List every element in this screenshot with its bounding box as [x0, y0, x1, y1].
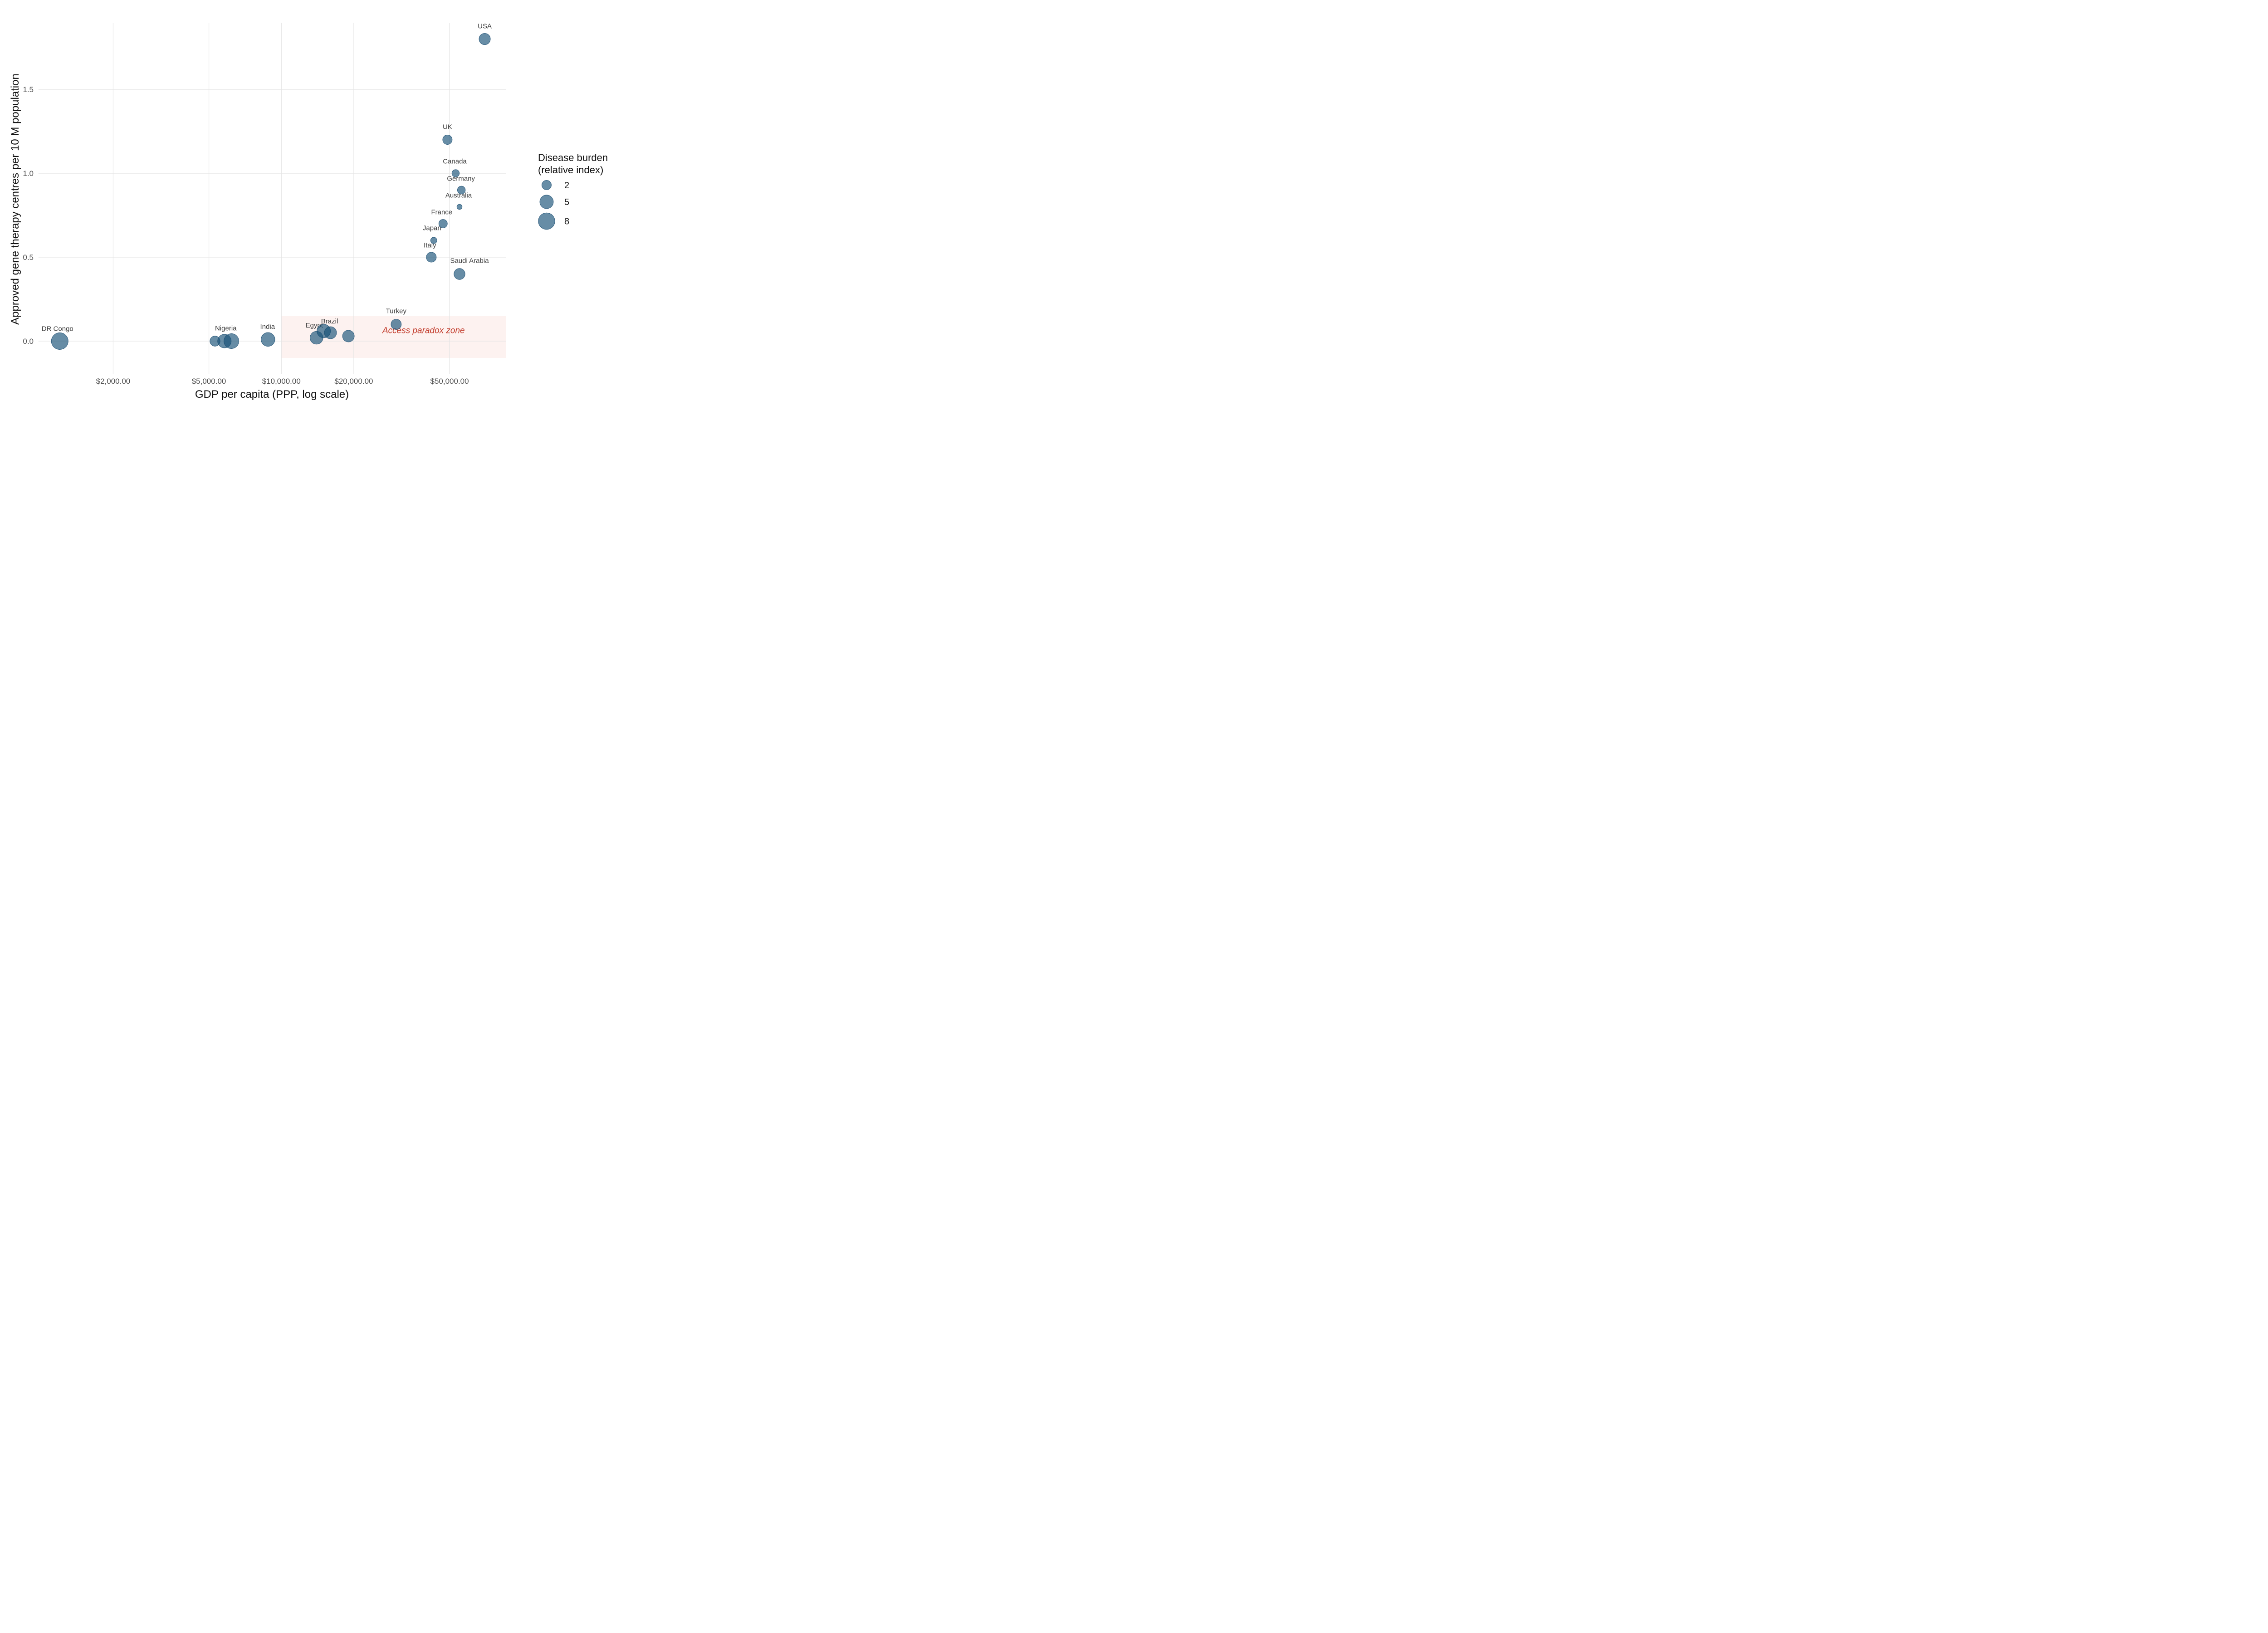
legend-value-8: 8	[564, 217, 569, 227]
country-label-france: France	[431, 209, 452, 216]
y-tick-label-0.5: 0.5	[23, 253, 34, 262]
data-point-india	[261, 332, 275, 347]
y-tick-label-0.0: 0.0	[23, 337, 34, 346]
country-label-usa: USA	[478, 23, 492, 30]
data-point-dr-congo	[51, 332, 68, 350]
data-point-canada	[451, 169, 460, 177]
data-point-france	[438, 219, 448, 228]
data-point-unlabeled-3	[224, 333, 240, 349]
legend: Disease burden (relative index)	[538, 152, 612, 176]
x-tick-label-5000: $5,000.00	[192, 377, 226, 386]
data-point-japan	[430, 237, 437, 244]
data-point-uk	[442, 135, 453, 145]
country-label-australia: Australia	[445, 192, 472, 200]
country-label-germany: Germany	[447, 175, 475, 183]
y-axis-title: Approved gene therapy centres per 10 M p…	[9, 73, 21, 325]
data-point-unlabeled-8	[342, 330, 355, 342]
data-point-turkey	[391, 319, 402, 330]
data-point-brazil	[324, 326, 337, 339]
legend-swatch-8	[538, 212, 555, 230]
country-label-brazil: Brazil	[321, 318, 338, 325]
legend-value-2: 2	[564, 181, 569, 191]
y-tick-label-1.0: 1.0	[23, 169, 34, 178]
country-label-india: India	[260, 323, 275, 331]
data-point-usa	[479, 33, 491, 45]
data-point-germany	[457, 186, 466, 195]
legend-swatch-2	[542, 180, 552, 190]
country-label-nigeria: Nigeria	[215, 325, 237, 332]
gene-therapy-access-bubble-chart: $2,000.00 $5,000.00 $10,000.00 $20,000.00 $5…	[0, 0, 612, 408]
legend-value-5: 5	[564, 197, 569, 207]
country-label-japan: Japan	[423, 225, 441, 232]
x-tick-label-20000: $20,000.00	[334, 377, 373, 386]
x-tick-label-10000: $10,000.00	[262, 377, 301, 386]
legend-title-line2: (relative index)	[538, 164, 604, 176]
country-label-canada: Canada	[443, 158, 467, 166]
country-label-uk: UK	[443, 123, 452, 131]
x-tick-label-50000: $50,000.00	[430, 377, 469, 386]
y-tick-label-1.5: 1.5	[23, 85, 34, 94]
x-tick-label-2000: $2,000.00	[96, 377, 131, 386]
country-label-dr-congo: DR Congo	[42, 325, 73, 333]
data-point-italy	[426, 252, 437, 263]
data-point-saudi-arabia	[454, 268, 465, 280]
legend-swatch-5	[539, 195, 554, 209]
plot-panel: $2,000.00 $5,000.00 $10,000.00 $20,000.00 $5…	[23, 23, 569, 386]
country-label-turkey: Turkey	[386, 308, 407, 315]
x-axis-title: GDP per capita (PPP, log scale)	[195, 388, 349, 401]
access-paradox-zone-label: Access paradox zone	[382, 326, 465, 335]
data-point-australia	[456, 204, 463, 210]
country-label-saudi-arabia: Saudi Arabia	[450, 257, 489, 265]
legend-title-line1: Disease burden	[538, 152, 608, 163]
